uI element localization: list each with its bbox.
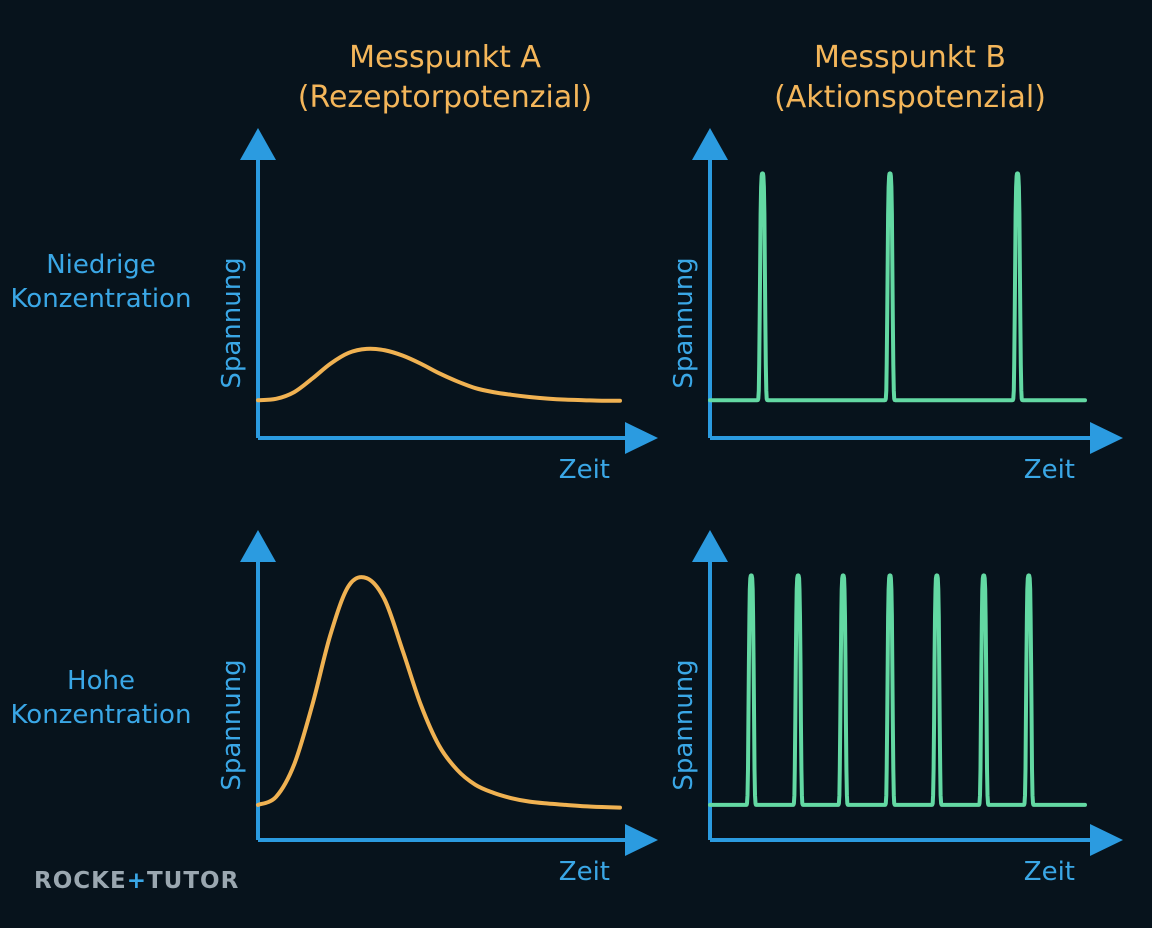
rocketutor-logo: ROCKE+TUTOR [34, 868, 240, 894]
x-axis-arrow-icon [1090, 422, 1123, 454]
row-label-low: Niedrige Konzentration [0, 248, 206, 316]
logo-arrow-r-icon: R [220, 868, 240, 894]
panel-a-low: Zeit Spannung [217, 128, 658, 485]
action-potential-line-b-low [708, 171, 1087, 403]
panel-b-low: Zeit Spannung [669, 128, 1123, 485]
y-axis-arrow-icon [692, 530, 728, 562]
column-title-a-line2: (Rezeptorpotenzial) [297, 80, 593, 115]
row-label-high: Hohe Konzentration [0, 664, 206, 732]
column-title-a: Messpunkt A (Rezeptorpotenzial) [215, 38, 675, 118]
panel-b-high: Zeit Spannung [669, 530, 1123, 887]
y-axis-arrow-icon [240, 530, 276, 562]
x-axis-arrow-icon [625, 422, 658, 454]
y-axis-arrow-icon [692, 128, 728, 160]
y-axis-label: Spannung [217, 659, 247, 790]
column-title-b: Messpunkt B (Aktionspotenzial) [680, 38, 1140, 118]
column-title-a-line1: Messpunkt A [349, 40, 541, 75]
x-axis-label: Zeit [1024, 857, 1075, 887]
row-label-low-line2: Konzentration [10, 284, 192, 314]
column-title-b-line1: Messpunkt B [814, 40, 1006, 75]
x-axis-label: Zeit [1024, 455, 1075, 485]
receptor-potential-line-a-high [256, 575, 622, 810]
y-axis-label: Spannung [669, 659, 699, 790]
row-label-high-line1: Hohe [67, 666, 135, 696]
x-axis-label: Zeit [559, 857, 610, 887]
x-axis-arrow-icon [1090, 824, 1123, 856]
y-axis-label: Spannung [669, 257, 699, 388]
column-title-b-line2: (Aktionspotenzial) [774, 80, 1046, 115]
panel-a-high: Zeit Spannung [217, 530, 658, 887]
y-axis-arrow-icon [240, 128, 276, 160]
action-potential-line-b-high [708, 573, 1087, 807]
x-axis-arrow-icon [625, 824, 658, 856]
logo-plus-icon: + [126, 868, 147, 894]
y-axis-label: Spannung [217, 257, 247, 388]
x-axis-label: Zeit [559, 455, 610, 485]
row-label-low-line1: Niedrige [46, 250, 156, 280]
receptor-potential-line-a-low [256, 346, 622, 403]
row-label-high-line2: Konzentration [10, 700, 192, 730]
